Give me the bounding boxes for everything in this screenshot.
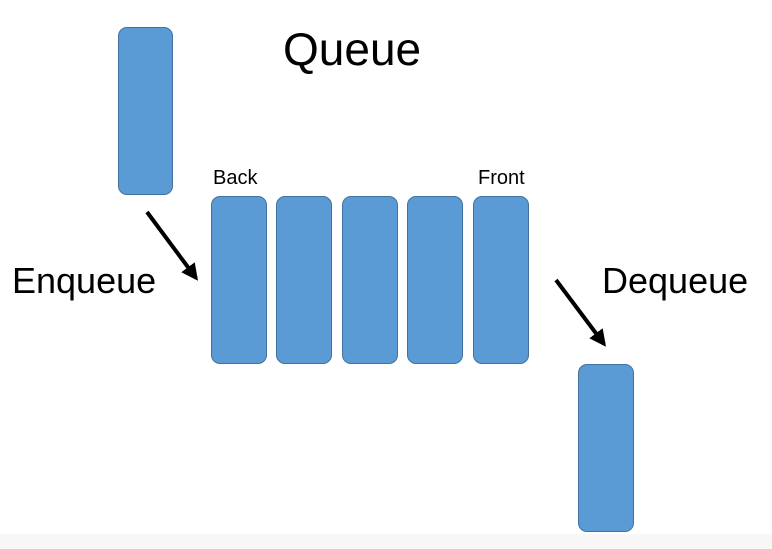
incoming-element	[118, 27, 173, 195]
queue-element	[407, 196, 463, 364]
queue-element-back	[211, 196, 267, 364]
diagram-title: Queue	[283, 23, 422, 75]
queue-element-front	[473, 196, 529, 364]
enqueue-arrow-icon	[145, 210, 199, 281]
dequeued-element	[578, 364, 634, 532]
dequeue-arrow-icon	[554, 278, 607, 347]
dequeue-label: Dequeue	[602, 260, 749, 301]
back-label: Back	[213, 167, 258, 189]
bottom-strip	[0, 534, 772, 549]
front-label: Front	[478, 167, 525, 189]
queue-element	[276, 196, 332, 364]
queue-element	[342, 196, 398, 364]
enqueue-label: Enqueue	[12, 260, 157, 301]
